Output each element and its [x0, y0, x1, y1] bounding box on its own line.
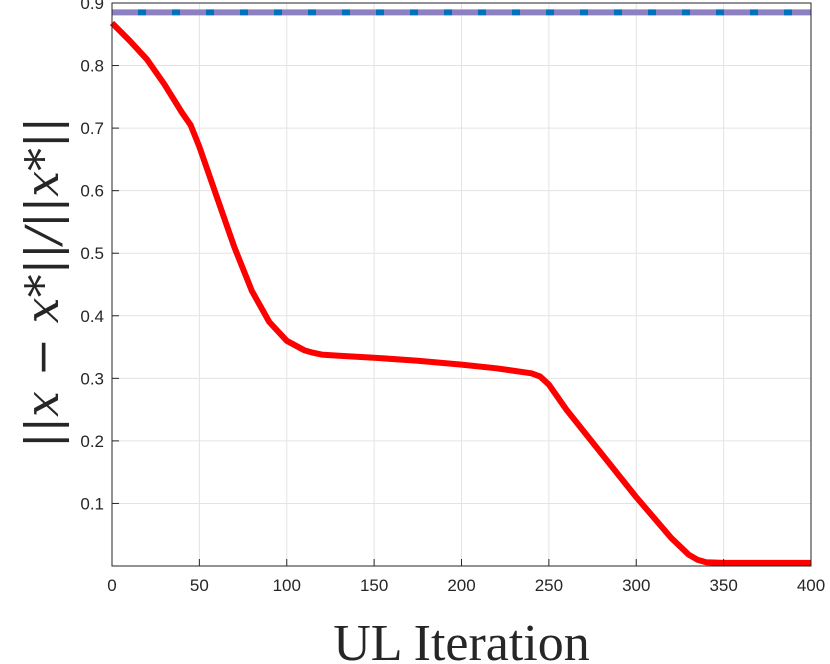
- x-axis-label: UL Iteration: [333, 615, 590, 664]
- x-tick-label: 150: [360, 576, 388, 595]
- y-tick-label: 0.7: [80, 119, 104, 138]
- y-axis-ticks: 0.1 0.2 0.3 0.4 0.5 0.6 0.7 0.8 0.9: [80, 0, 119, 513]
- series-lines: [109, 9, 811, 566]
- x-tick-label: 400: [797, 576, 825, 595]
- y-tick-label: 0.4: [80, 307, 104, 326]
- x-tick-label: 100: [273, 576, 301, 595]
- x-tick-label: 350: [709, 576, 737, 595]
- y-tick-label: 0.5: [80, 244, 104, 263]
- x-tick-label: 300: [622, 576, 650, 595]
- x-axis-ticks: 0 50 100 150 200 250 300 350 400: [107, 559, 825, 595]
- x-tick-label: 250: [535, 576, 563, 595]
- y-tick-label: 0.9: [80, 0, 104, 13]
- x-tick-label: 0: [107, 576, 116, 595]
- grid-lines: [111, 2, 812, 566]
- y-tick-label: 0.8: [80, 57, 104, 76]
- series-line-0: [109, 20, 811, 566]
- y-tick-label: 0.1: [80, 494, 104, 513]
- y-tick-label: 0.6: [80, 182, 104, 201]
- y-tick-label: 0.2: [80, 432, 104, 451]
- y-tick-label: 0.3: [80, 369, 104, 388]
- y-axis-label: ||x − x*||/||x*||: [15, 117, 69, 448]
- x-tick-label: 50: [190, 576, 209, 595]
- x-tick-label: 200: [447, 576, 475, 595]
